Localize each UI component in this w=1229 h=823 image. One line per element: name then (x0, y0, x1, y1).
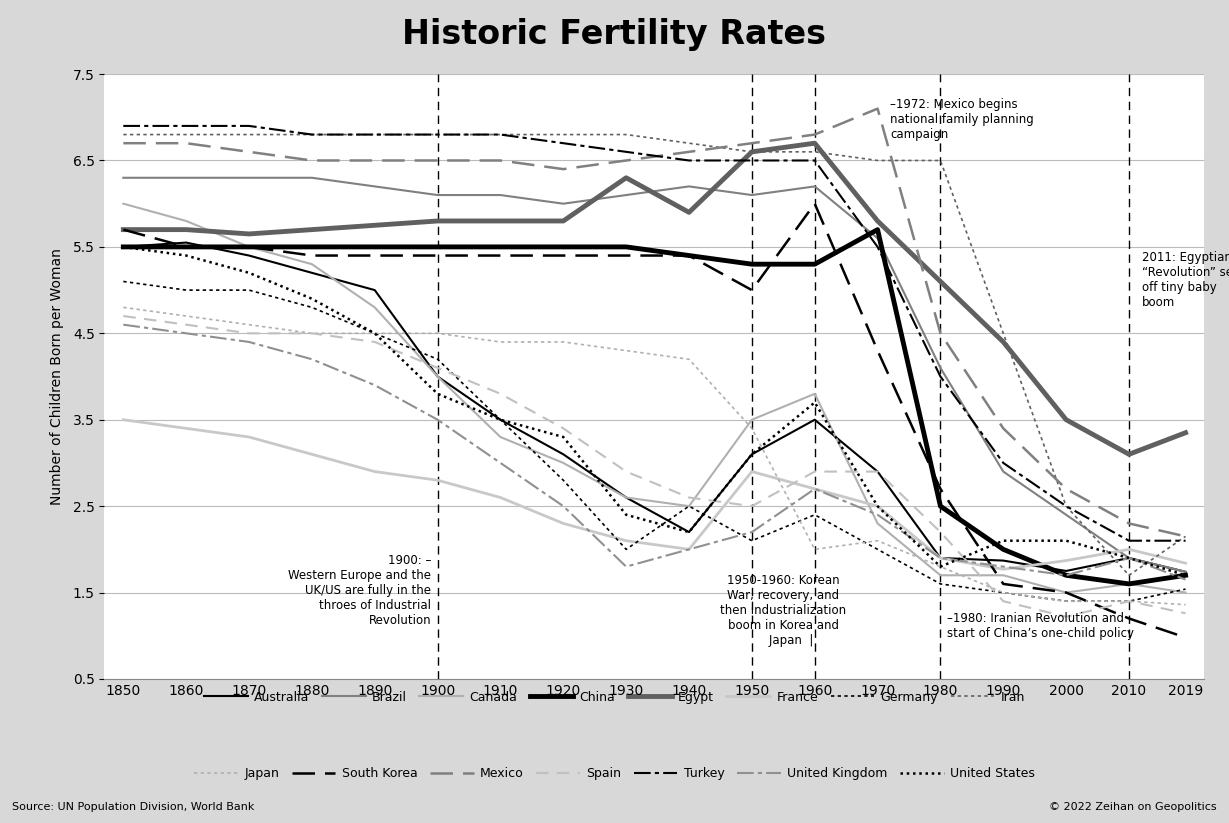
Text: –1972: Mexico begins
national family planning
campaign: –1972: Mexico begins national family pla… (890, 98, 1034, 142)
Text: Historic Fertility Rates: Historic Fertility Rates (403, 18, 826, 52)
Y-axis label: Number of Children Born per Woman: Number of Children Born per Woman (50, 248, 64, 505)
Text: © 2022 Zeihan on Geopolitics: © 2022 Zeihan on Geopolitics (1050, 802, 1217, 812)
Text: 2011: Egyptian –
“Revolution” sets
off tiny baby
boom: 2011: Egyptian – “Revolution” sets off t… (1142, 251, 1229, 309)
Legend: Japan, South Korea, Mexico, Spain, Turkey, United Kingdom, United States: Japan, South Korea, Mexico, Spain, Turke… (189, 762, 1040, 785)
Text: 1950-1960: Korean
War, recovery, and
then industrialization
boom in Korea and
  : 1950-1960: Korean War, recovery, and the… (720, 574, 847, 647)
Text: –1980: Iranian Revolution and
start of China’s one-child policy: –1980: Iranian Revolution and start of C… (946, 611, 1133, 639)
Text: 1900: –
Western Europe and the
UK/US are fully in the
throes of Industrial
Revol: 1900: – Western Europe and the UK/US are… (289, 554, 431, 626)
Text: Source: UN Population Division, World Bank: Source: UN Population Division, World Ba… (12, 802, 254, 812)
